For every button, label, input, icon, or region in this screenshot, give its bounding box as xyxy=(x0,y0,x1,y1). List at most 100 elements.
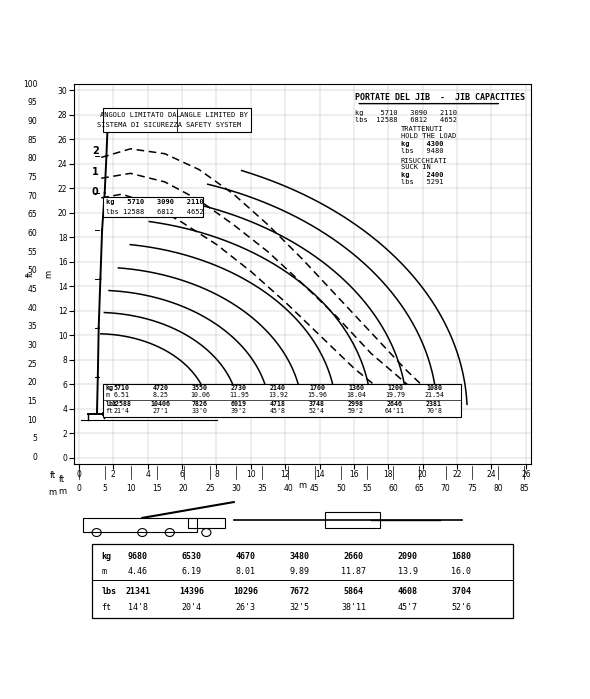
Text: 40: 40 xyxy=(284,484,293,493)
Text: 0: 0 xyxy=(92,187,99,196)
Text: kg    4300: kg 4300 xyxy=(401,141,443,147)
Text: ft: ft xyxy=(101,603,111,612)
Text: m: m xyxy=(106,392,110,398)
Text: lbs 12588   6812   4652: lbs 12588 6812 4652 xyxy=(106,209,204,215)
Text: kg: kg xyxy=(101,552,111,561)
Text: lbs  12588   6812   4652: lbs 12588 6812 4652 xyxy=(355,117,457,123)
Text: 4.46: 4.46 xyxy=(128,567,148,576)
Text: 45'8: 45'8 xyxy=(270,408,286,414)
Text: 7826: 7826 xyxy=(192,401,208,407)
Text: 45'7: 45'7 xyxy=(398,603,418,612)
Text: 59'2: 59'2 xyxy=(348,408,364,414)
Text: kg   5710   3090   2110: kg 5710 3090 2110 xyxy=(106,199,204,205)
Text: 14396: 14396 xyxy=(179,586,204,596)
Text: 2: 2 xyxy=(92,146,99,156)
Text: 13.9: 13.9 xyxy=(398,567,418,576)
Text: 2730: 2730 xyxy=(231,384,247,391)
Text: 55: 55 xyxy=(362,484,372,493)
Text: 100: 100 xyxy=(23,80,37,89)
Text: 18.04: 18.04 xyxy=(346,392,366,398)
Text: kg: kg xyxy=(106,384,113,391)
Text: 39'2: 39'2 xyxy=(231,408,247,414)
Text: kg    5710   3090   2110: kg 5710 3090 2110 xyxy=(355,110,457,116)
Text: 90: 90 xyxy=(28,117,37,126)
Text: ft: ft xyxy=(106,408,113,414)
Text: 14'8: 14'8 xyxy=(128,603,148,612)
Text: 50: 50 xyxy=(336,484,346,493)
Text: ANGLE LIMITED BY: ANGLE LIMITED BY xyxy=(180,112,248,118)
Text: ANGOLO LIMITATO DAL: ANGOLO LIMITATO DAL xyxy=(100,112,181,118)
Text: 25: 25 xyxy=(28,360,37,369)
Text: 26'3: 26'3 xyxy=(235,603,255,612)
Text: 11.87: 11.87 xyxy=(341,567,366,576)
Text: ft: ft xyxy=(59,475,65,484)
Text: lbs   9480: lbs 9480 xyxy=(401,148,443,154)
Text: 15: 15 xyxy=(153,484,162,493)
Text: 6.19: 6.19 xyxy=(182,567,202,576)
Text: 75: 75 xyxy=(28,173,37,182)
Text: 4670: 4670 xyxy=(235,552,255,561)
Text: 2660: 2660 xyxy=(343,552,363,561)
Text: 27'1: 27'1 xyxy=(153,408,169,414)
Text: 3704: 3704 xyxy=(451,586,471,596)
Text: 80: 80 xyxy=(28,154,37,164)
Text: SAFETY SYSTEM: SAFETY SYSTEM xyxy=(186,122,241,128)
Text: 64'11: 64'11 xyxy=(385,408,405,414)
Text: 1: 1 xyxy=(92,167,99,177)
Text: 3550: 3550 xyxy=(192,384,208,391)
Text: 55: 55 xyxy=(28,247,37,257)
Text: m: m xyxy=(101,567,106,576)
Text: 45: 45 xyxy=(310,484,320,493)
Text: 2381: 2381 xyxy=(426,401,442,407)
Text: 35: 35 xyxy=(257,484,267,493)
Text: 70'8: 70'8 xyxy=(426,408,442,414)
Bar xyxy=(188,518,225,528)
Text: 75: 75 xyxy=(467,484,477,493)
Bar xyxy=(103,108,251,131)
Text: ft: ft xyxy=(50,470,57,480)
Text: 2090: 2090 xyxy=(398,552,418,561)
Text: 4718: 4718 xyxy=(270,401,286,407)
Text: 60: 60 xyxy=(28,229,37,238)
Text: 32'5: 32'5 xyxy=(290,603,310,612)
Text: 16.0: 16.0 xyxy=(451,567,471,576)
Text: 52'6: 52'6 xyxy=(451,603,471,612)
Text: 10: 10 xyxy=(126,484,136,493)
Text: 5710: 5710 xyxy=(114,384,130,391)
Text: 1700: 1700 xyxy=(309,384,325,391)
Text: 2998: 2998 xyxy=(348,401,364,407)
Text: 5: 5 xyxy=(32,435,37,443)
Text: lbs   5291: lbs 5291 xyxy=(401,179,443,185)
Text: 70: 70 xyxy=(28,192,37,201)
Text: 20: 20 xyxy=(28,378,37,387)
Text: 40: 40 xyxy=(28,304,37,312)
Text: PORTATE DEL JIB  -  JIB CAPACITIES: PORTATE DEL JIB - JIB CAPACITIES xyxy=(355,94,525,102)
Text: 21'4: 21'4 xyxy=(114,408,130,414)
Text: 9.89: 9.89 xyxy=(290,567,310,576)
Text: TRATTENUTI: TRATTENUTI xyxy=(401,127,443,132)
Text: 0: 0 xyxy=(32,453,37,462)
Text: 30: 30 xyxy=(231,484,241,493)
Text: 15.96: 15.96 xyxy=(307,392,327,398)
Text: 0: 0 xyxy=(77,484,81,493)
Text: 70: 70 xyxy=(441,484,451,493)
Text: 21.54: 21.54 xyxy=(424,392,444,398)
Text: SISTEMA DI SICUREZZA: SISTEMA DI SICUREZZA xyxy=(97,122,182,128)
Bar xyxy=(103,196,203,217)
Text: 6019: 6019 xyxy=(231,401,247,407)
Text: 8.25: 8.25 xyxy=(153,392,169,398)
Text: 6.51: 6.51 xyxy=(114,392,130,398)
Text: 19.79: 19.79 xyxy=(385,392,405,398)
Text: 80: 80 xyxy=(493,484,503,493)
Text: 5: 5 xyxy=(103,484,107,493)
Text: 4608: 4608 xyxy=(398,586,418,596)
Text: 38'11: 38'11 xyxy=(341,603,366,612)
Text: 8.01: 8.01 xyxy=(235,567,255,576)
Text: 33'0: 33'0 xyxy=(192,408,208,414)
Text: 10296: 10296 xyxy=(233,586,258,596)
Text: 3480: 3480 xyxy=(290,552,310,561)
Text: 1680: 1680 xyxy=(451,552,471,561)
Text: m: m xyxy=(58,487,67,496)
Text: 85: 85 xyxy=(519,484,529,493)
Text: 10.06: 10.06 xyxy=(190,392,210,398)
